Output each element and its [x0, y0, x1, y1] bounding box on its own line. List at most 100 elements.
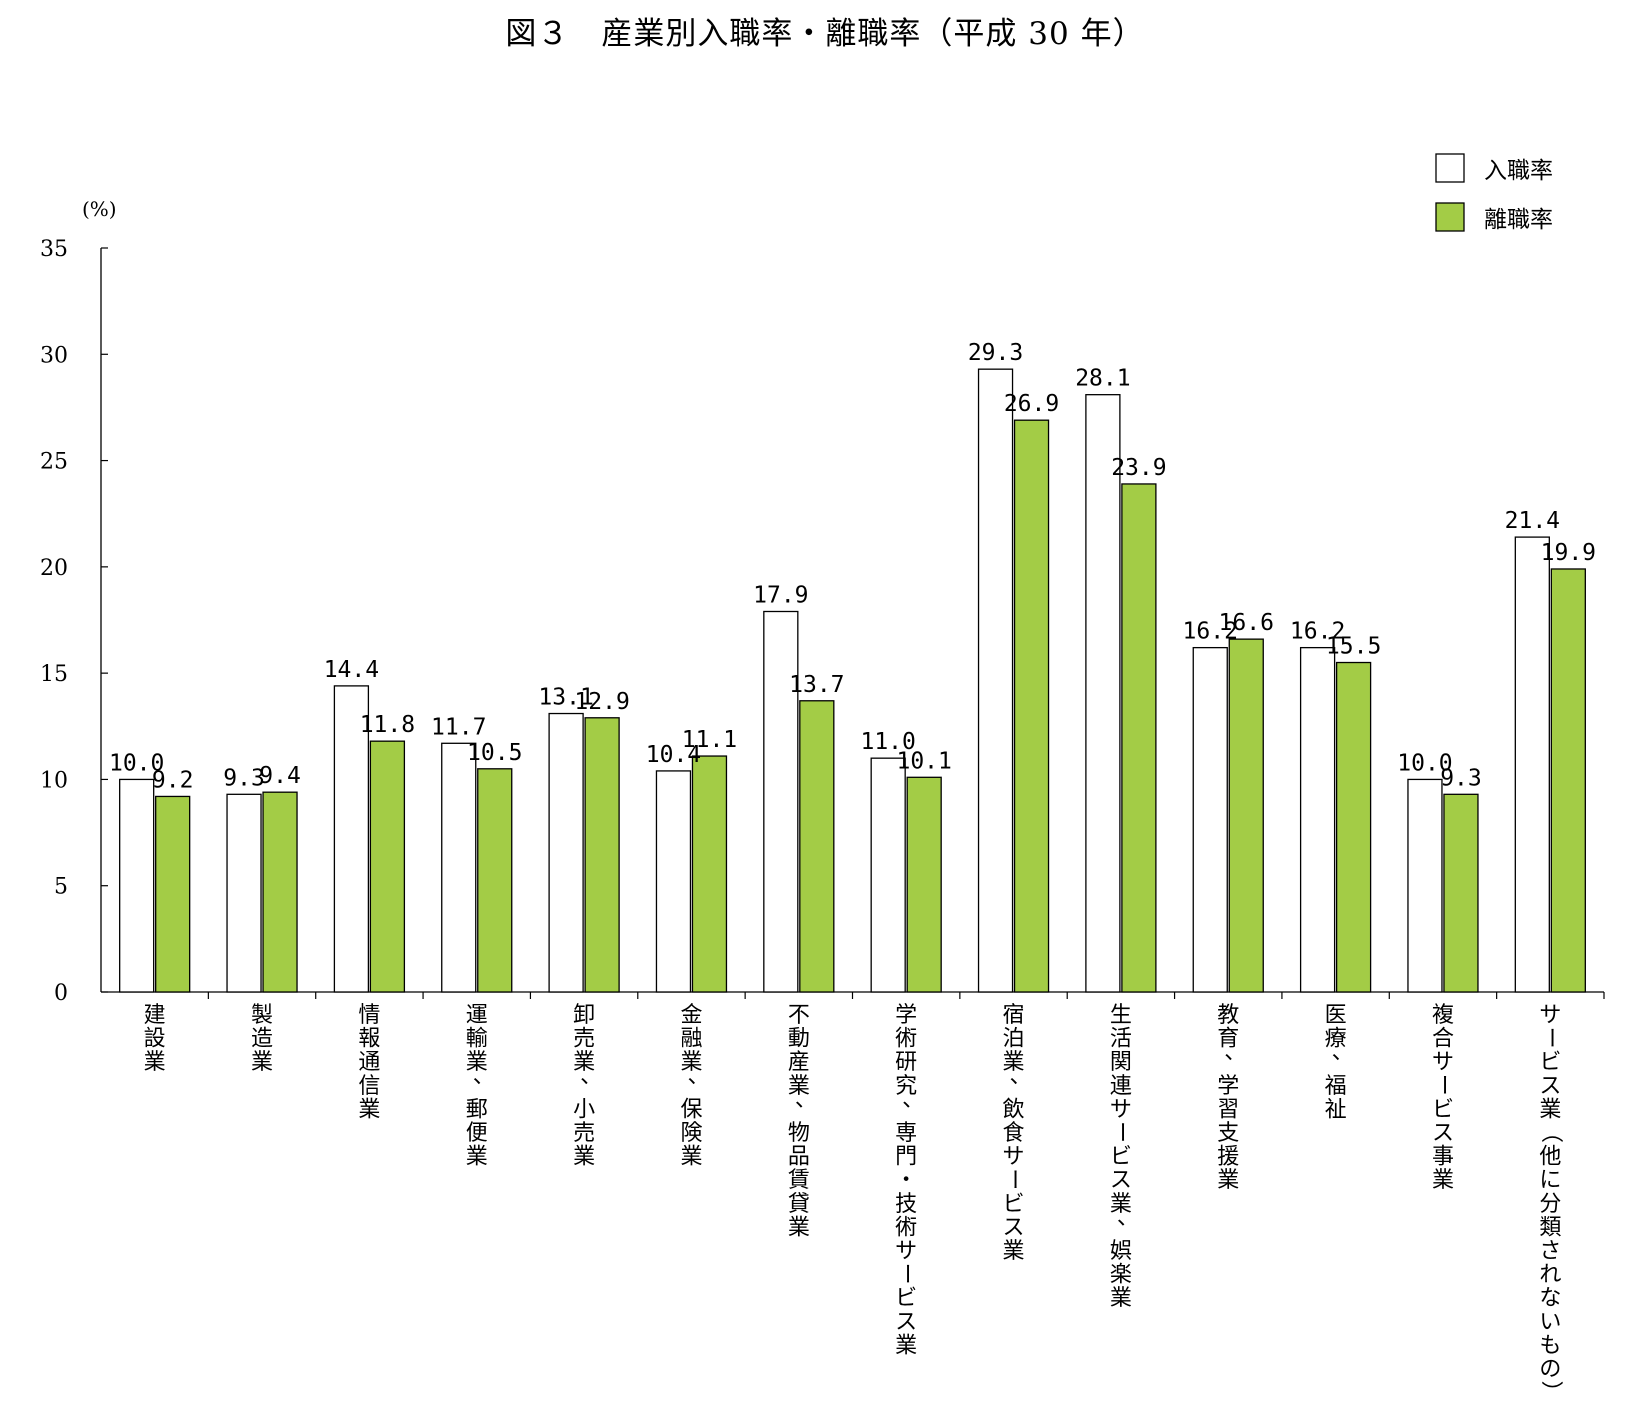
svg-text:専: 専 — [895, 1121, 917, 1146]
svg-text:業: 業 — [788, 1215, 810, 1240]
svg-text:卸: 卸 — [573, 1003, 595, 1028]
svg-text:泊: 泊 — [1003, 1027, 1025, 1052]
legend-swatch — [1435, 202, 1465, 232]
data-label: 12.9 — [574, 689, 629, 715]
bar-entry-rate — [1407, 778, 1443, 993]
svg-text:賃: 賃 — [788, 1168, 810, 1193]
bar-separation-rate — [584, 717, 620, 993]
svg-text:ー: ー — [894, 1263, 919, 1285]
svg-text:学: 学 — [1217, 1074, 1239, 1099]
bar-entry-rate — [548, 712, 584, 993]
svg-text:金: 金 — [680, 1003, 702, 1028]
svg-text:小: 小 — [573, 1097, 595, 1122]
svg-text:合: 合 — [1432, 1027, 1454, 1052]
y-unit-label: (%) — [82, 197, 117, 221]
svg-text:、: 、 — [1224, 1040, 1246, 1065]
svg-text:分: 分 — [1539, 1192, 1561, 1217]
data-label: 9.2 — [152, 767, 194, 793]
data-label: 16.2 — [1290, 619, 1345, 645]
svg-text:類: 類 — [1539, 1215, 1561, 1240]
svg-text:物: 物 — [788, 1121, 810, 1146]
svg-text:援: 援 — [1217, 1145, 1239, 1170]
legend-swatch — [1435, 153, 1465, 183]
svg-text:ビ: ビ — [1003, 1192, 1025, 1217]
svg-text:ビ: ビ — [1110, 1145, 1132, 1170]
svg-text:売: 売 — [573, 1121, 595, 1146]
svg-text:運: 運 — [466, 1003, 488, 1028]
data-label: 13.1 — [538, 685, 593, 711]
svg-text:業: 業 — [895, 1333, 917, 1358]
svg-text:教: 教 — [1217, 1003, 1239, 1028]
legend-label: 離職率 — [1484, 207, 1553, 233]
category-labels: 建設業製造業情報通信業運輸業、郵便業卸売業、小売業金融業、保険業不動産業、物品賃… — [144, 1003, 1563, 1402]
svg-text:）: ） — [1538, 1381, 1563, 1402]
data-label: 11.7 — [431, 714, 486, 740]
category-label: 医療、福祉 — [1325, 1003, 1354, 1122]
data-label: 10.4 — [646, 742, 701, 768]
svg-text:医: 医 — [1325, 1003, 1347, 1028]
bar-entry-rate — [977, 368, 1014, 993]
svg-text:楽: 楽 — [1110, 1263, 1132, 1288]
legend-label: 入職率 — [1484, 158, 1553, 184]
data-label: 11.0 — [860, 729, 915, 755]
svg-text:通: 通 — [358, 1050, 380, 1075]
bar-separation-rate — [477, 768, 513, 993]
svg-text:業: 業 — [573, 1145, 595, 1170]
svg-text:険: 険 — [680, 1121, 702, 1146]
y-tick-label: 30 — [40, 343, 68, 368]
bar-separation-rate — [1228, 638, 1264, 993]
bar-separation-rate — [1121, 483, 1157, 993]
svg-text:便: 便 — [466, 1121, 488, 1146]
svg-text:売: 売 — [573, 1027, 595, 1052]
svg-text:サ: サ — [1003, 1145, 1025, 1170]
bar-separation-rate — [1335, 661, 1372, 993]
chart-title: 図３ 産業別入職率・離職率（平成 30 年） — [505, 16, 1145, 52]
y-tick-label: 15 — [40, 662, 68, 687]
svg-text:業: 業 — [144, 1050, 166, 1075]
svg-text:学: 学 — [895, 1003, 917, 1028]
svg-text:さ: さ — [1539, 1239, 1561, 1264]
svg-text:技: 技 — [895, 1192, 917, 1217]
category-label: 建設業 — [144, 1003, 166, 1075]
y-tick-label: 20 — [40, 556, 68, 581]
svg-text:ス: ス — [1003, 1215, 1025, 1240]
bar-entry-rate — [441, 742, 477, 993]
svg-text:、: 、 — [1332, 1040, 1354, 1065]
svg-text:業: 業 — [358, 1097, 380, 1122]
category-label: 卸売業、小売業 — [573, 1003, 602, 1170]
svg-text:な: な — [1539, 1286, 1561, 1311]
svg-text:福: 福 — [1325, 1074, 1347, 1099]
y-tick-label: 35 — [40, 237, 68, 262]
bar-separation-rate — [1550, 568, 1586, 993]
y-tick-label: 0 — [54, 981, 68, 1006]
data-label: 14.4 — [324, 657, 379, 683]
data-label: 15.5 — [1326, 634, 1381, 660]
svg-text:、: 、 — [795, 1087, 817, 1112]
category-label: 製造業 — [251, 1003, 273, 1075]
svg-text:育: 育 — [1217, 1027, 1239, 1052]
bar-entry-rate — [1192, 646, 1228, 993]
data-label: 16.6 — [1219, 610, 1274, 636]
data-label: 19.9 — [1541, 540, 1596, 566]
svg-text:郵: 郵 — [466, 1097, 488, 1122]
data-label: 21.4 — [1505, 508, 1560, 534]
data-label: 13.7 — [789, 672, 844, 698]
svg-text:輸: 輸 — [466, 1027, 488, 1052]
bar-separation-rate — [1443, 793, 1479, 993]
data-label: 10.0 — [109, 750, 164, 776]
svg-text:に: に — [1539, 1168, 1561, 1193]
bar-separation-rate — [1013, 419, 1050, 993]
bar-separation-rate — [906, 776, 942, 993]
svg-text:ビ: ビ — [1539, 1050, 1561, 1075]
svg-text:業: 業 — [1003, 1239, 1025, 1264]
svg-text:ス: ス — [1432, 1121, 1454, 1146]
svg-text:貸: 貸 — [788, 1192, 810, 1217]
svg-text:・: ・ — [895, 1168, 917, 1193]
